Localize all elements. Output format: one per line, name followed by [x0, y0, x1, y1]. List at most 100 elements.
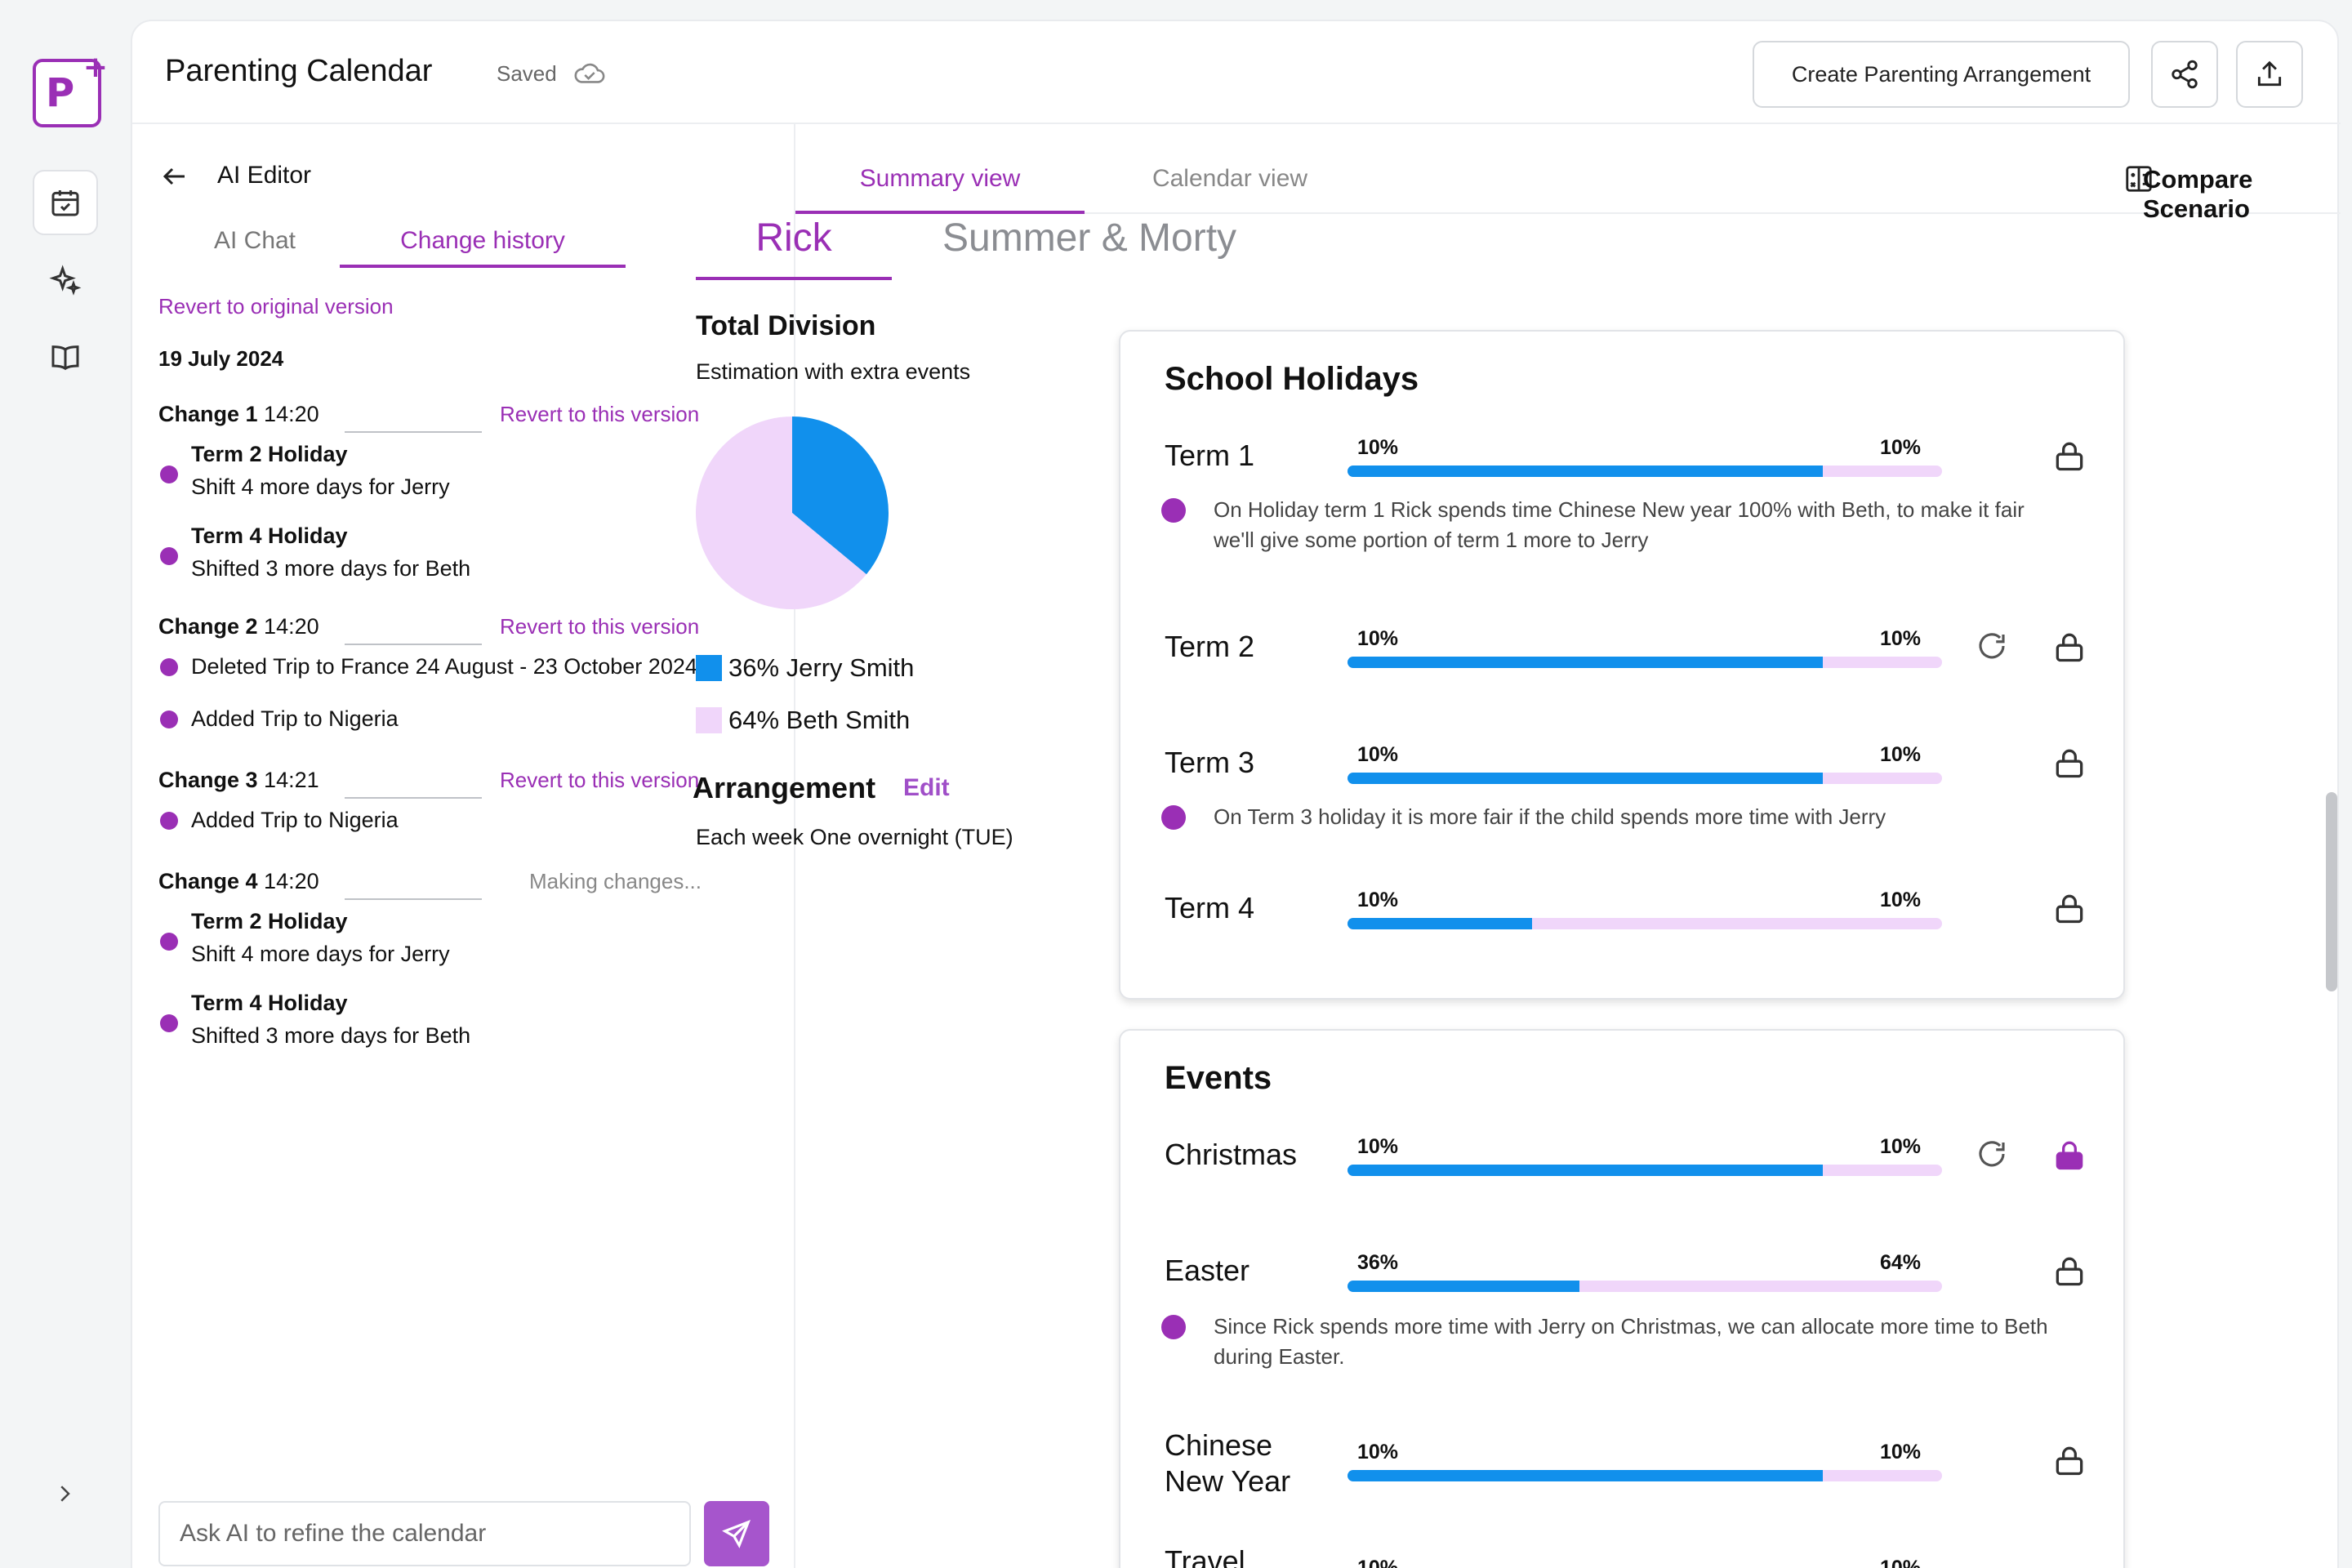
revert-version-link[interactable]: Revert to this version: [500, 768, 700, 792]
right-percent: 10%: [1880, 889, 1922, 911]
right-percent: 64%: [1880, 1251, 1922, 1274]
split-bar-fill: [1348, 1165, 1824, 1176]
split-bar-fill: [1348, 1470, 1824, 1481]
send-icon: [722, 1519, 751, 1548]
change-name: Change 3: [158, 768, 258, 792]
change-name: Change 2: [158, 614, 258, 639]
change-dot: [160, 658, 178, 676]
row-label: Term 1: [1165, 439, 1255, 472]
change-item-desc: Added Trip to Nigeria: [191, 706, 399, 731]
change-header: Change 3 14:21: [158, 768, 319, 793]
change-time: 14:20: [264, 869, 319, 893]
lock-icon[interactable]: [2051, 629, 2087, 669]
split-bar[interactable]: [1348, 466, 1942, 477]
locked-icon[interactable]: [2051, 1137, 2087, 1177]
note-dot: [1161, 1315, 1186, 1339]
revert-original-link[interactable]: Revert to original version: [158, 294, 394, 318]
item-desc: Shift 4 more days for Jerry: [191, 474, 450, 499]
scrollbar-thumb[interactable]: [2326, 792, 2337, 991]
lock-icon[interactable]: [2051, 1442, 2087, 1482]
expand-rail-button[interactable]: [52, 1481, 77, 1510]
export-button[interactable]: [2236, 41, 2303, 108]
split-bar[interactable]: [1348, 1281, 1942, 1292]
legend-item-jerry: 36% Jerry Smith: [696, 653, 914, 683]
item-desc: Shift 4 more days for Jerry: [191, 942, 450, 966]
tab-calendar-view[interactable]: Calendar view: [1152, 165, 1308, 192]
row-label: Term 4: [1165, 891, 1255, 924]
left-percent: 10%: [1357, 1557, 1399, 1568]
row-label: Chinese New Year: [1165, 1428, 1291, 1498]
lock-icon[interactable]: [2051, 890, 2087, 930]
left-percent: 10%: [1357, 889, 1399, 911]
pie-slice-beth-smith: [696, 416, 866, 609]
item-title: Term 2 Holiday: [191, 909, 348, 933]
row-label: Term 3: [1165, 746, 1255, 779]
total-division-subtitle: Estimation with extra events: [696, 359, 971, 384]
revert-version-link[interactable]: Revert to this version: [500, 614, 700, 639]
split-bar[interactable]: [1348, 1470, 1942, 1481]
change-dot: [160, 1014, 178, 1032]
split-bar[interactable]: [1348, 657, 1942, 668]
change-dot: [160, 933, 178, 951]
change-item: Term 2 Holiday Shift 4 more days for Jerr…: [191, 905, 450, 970]
person-tab-summer-morty[interactable]: Summer & Morty: [942, 216, 1237, 260]
lock-icon[interactable]: [2051, 438, 2087, 478]
create-arrangement-button[interactable]: Create Parenting Arrangement: [1753, 41, 2130, 108]
right-percent: 10%: [1880, 743, 1922, 766]
right-percent: 10%: [1880, 1441, 1922, 1463]
change-time: 14:20: [264, 614, 319, 639]
book-icon: [51, 345, 79, 371]
tab-summary-view[interactable]: Summary view: [795, 124, 1085, 214]
lock-icon[interactable]: [2051, 1253, 2087, 1293]
left-percent: 36%: [1357, 1251, 1399, 1274]
row-note: On Holiday term 1 Rick spends time Chine…: [1214, 497, 2025, 552]
ai-sparkle-nav-button[interactable]: [33, 248, 98, 314]
split-bar[interactable]: [1348, 918, 1942, 929]
share-button[interactable]: [2151, 41, 2218, 108]
split-bar-fill: [1348, 657, 1824, 668]
refresh-icon[interactable]: [1975, 1137, 2009, 1175]
change-item: Term 2 Holiday Shift 4 more days for Jerr…: [191, 438, 450, 503]
row-label: Travel: [1165, 1544, 1245, 1568]
change-time: 14:21: [264, 768, 319, 792]
split-bar[interactable]: [1348, 1165, 1942, 1176]
school-holidays-panel: School Holidays Term 1 10% 10% On Holida…: [1119, 330, 2125, 1000]
tab-ai-chat[interactable]: AI Chat: [213, 227, 296, 254]
refresh-icon[interactable]: [1975, 629, 2009, 667]
split-bar-fill: [1348, 918, 1532, 929]
right-percent: 10%: [1880, 627, 1922, 650]
split-bar[interactable]: [1348, 773, 1942, 784]
item-title: Term 4 Holiday: [191, 523, 348, 548]
person-tab-rick[interactable]: Rick: [696, 216, 892, 280]
change-item: Term 4 Holiday Shifted 3 more days for Be…: [191, 519, 470, 585]
change-header: Change 4 14:20: [158, 869, 319, 894]
history-date: 19 July 2024: [158, 346, 284, 371]
ai-editor-panel: AI Editor AI Chat Change history Revert …: [132, 124, 795, 1568]
ask-ai-input[interactable]: Ask AI to refine the calendar: [158, 1501, 691, 1566]
back-button[interactable]: [160, 162, 189, 195]
change-time: 14:20: [264, 402, 319, 426]
tab-change-history[interactable]: Change history: [340, 227, 626, 268]
chevron-right-icon: [60, 1486, 70, 1502]
left-percent: 10%: [1357, 436, 1399, 459]
page-title: Parenting Calendar: [165, 54, 433, 88]
total-division-title: Total Division: [696, 310, 876, 341]
arrangement-description: Each week One overnight (TUE): [696, 825, 1013, 849]
compare-scenario-button[interactable]: Compare Scenario: [2143, 165, 2253, 223]
change-item-desc: Added Trip to Nigeria: [191, 808, 399, 832]
send-button[interactable]: [704, 1501, 769, 1566]
guide-nav-button[interactable]: [33, 325, 98, 390]
edit-arrangement-link[interactable]: Edit: [903, 774, 950, 801]
calendar-nav-button[interactable]: [33, 170, 98, 235]
note-dot: [1161, 805, 1186, 830]
divider-line: [345, 644, 482, 645]
change-header: Change 1 14:20: [158, 402, 319, 427]
lock-icon[interactable]: [2051, 745, 2087, 785]
legend-swatch: [696, 655, 722, 681]
change-item-desc: Deleted Trip to France 24 August - 23 Oc…: [191, 654, 697, 679]
revert-version-link[interactable]: Revert to this version: [500, 402, 700, 426]
left-percent: 10%: [1357, 743, 1399, 766]
row-label: Term 2: [1165, 630, 1255, 663]
share-icon: [2172, 60, 2198, 89]
arrow-left-icon: [163, 167, 185, 185]
